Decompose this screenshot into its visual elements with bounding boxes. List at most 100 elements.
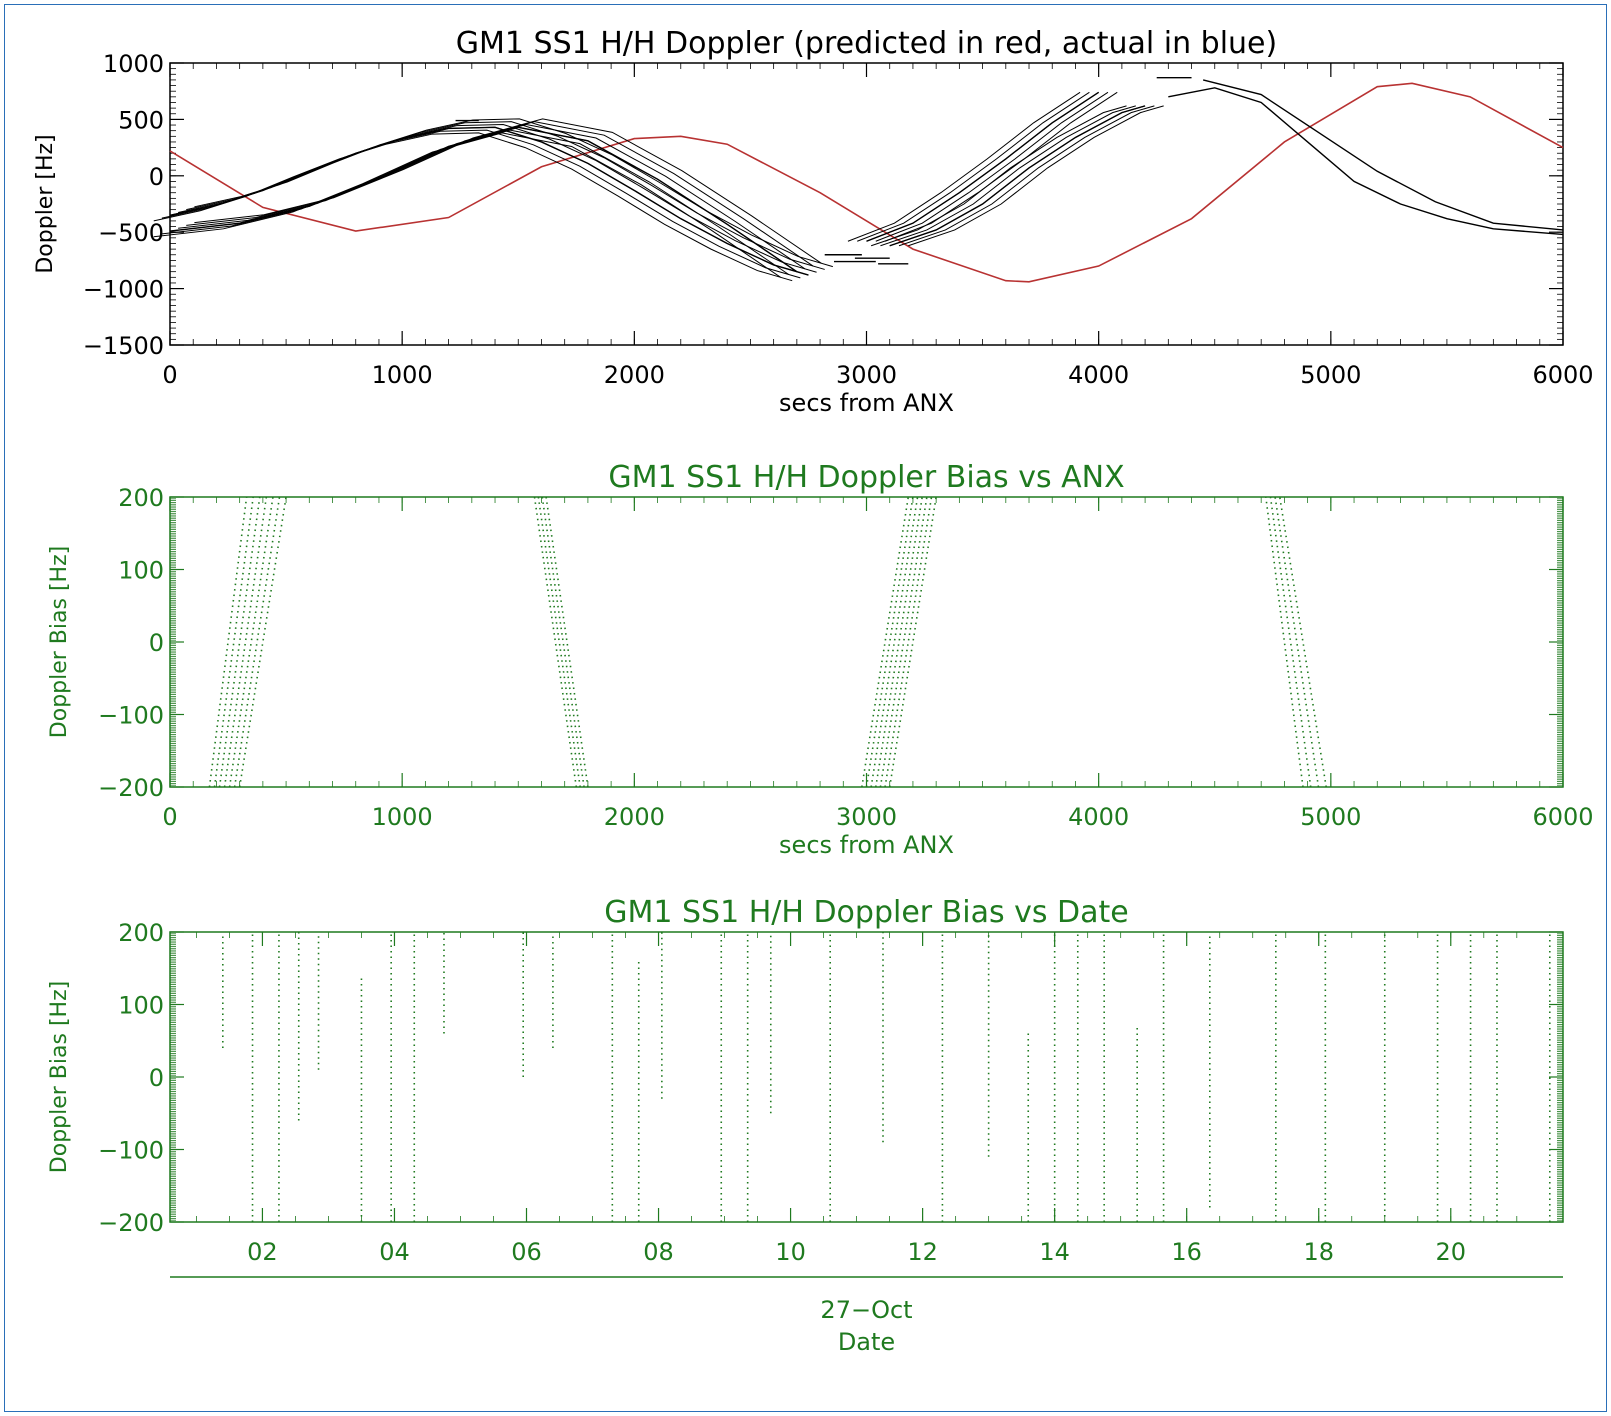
actual-series-line [186,121,814,267]
bias-point-track [541,496,585,788]
actual-series-line [169,126,809,276]
plot-area-2 [169,496,1564,788]
x-tick-label: 5000 [1300,803,1361,831]
y-tick-label: 0 [149,629,164,657]
actual-series-line [866,91,1099,242]
figure-frame [4,4,1607,1412]
y-tick-label: −200 [98,1209,164,1237]
x-axis-label: secs from ANX [779,389,954,417]
actual-series-line [1168,87,1564,236]
actual-series-line [178,123,817,273]
actual-series-line [169,126,798,273]
y-tick-label: −100 [98,702,164,730]
x-tick-label: 16 [1171,1238,1202,1266]
actual-series-line [889,105,1146,247]
x-tick-label: 10 [775,1238,806,1266]
x-axis-label: Date [838,1328,895,1356]
x-tick-label: 0 [162,803,177,831]
x-tick-label: 2000 [604,361,665,389]
bias-point-track [1278,496,1327,788]
y-tick-label: 200 [118,484,164,512]
y-tick-label: 1000 [103,50,164,78]
x-tick-label: 0 [162,361,177,389]
x-tick-label: 3000 [836,361,897,389]
bias-point-track [879,496,928,788]
x-tick-label: 14 [1039,1238,1070,1266]
y-tick-label: −200 [98,774,164,802]
y-tick-label: 100 [118,992,164,1020]
x-tick-label: 6000 [1532,803,1593,831]
actual-series-line [153,132,793,282]
predicted-series-line [169,82,1564,283]
y-tick-label: 0 [149,1064,164,1092]
y-tick-label: 500 [118,106,164,134]
y-tick-label: −1500 [83,332,164,360]
bias-point-track [865,496,914,788]
actual-series-line [898,105,1155,247]
date-axis-label: 27−Oct [820,1296,912,1324]
y-tick-label: 200 [118,919,164,947]
actual-series-line [908,105,1164,247]
y-axis-label: Doppler Bias [Hz] [47,981,72,1173]
chart-panel-3 [169,931,1564,1278]
bias-point-track [208,496,248,788]
y-axis-label: Doppler [Hz] [33,134,58,273]
x-tick-label: 1000 [372,803,433,831]
x-tick-label: 5000 [1300,361,1361,389]
actual-series-line [880,105,1136,247]
actual-series-line [153,132,781,278]
x-tick-label: 04 [379,1238,410,1266]
plot-area-3 [169,931,1564,1223]
y-tick-label: 100 [118,557,164,585]
bias-point-track [884,496,933,788]
actual-series-line [857,91,1090,242]
actual-series-line [186,121,825,270]
y-tick-label: 0 [149,163,164,191]
x-tick-label: 4000 [1068,803,1129,831]
y-axis-label: Doppler Bias [Hz] [47,546,72,738]
chart-panel-2 [169,496,1564,788]
actual-series-line [870,105,1127,247]
bias-point-track [1265,496,1304,788]
x-tick-label: 4000 [1068,361,1129,389]
y-tick-label: −100 [98,1137,164,1165]
bias-point-track [533,496,578,788]
chart-title: GM1 SS1 H/H Doppler Bias vs ANX [608,460,1124,495]
x-tick-label: 18 [1303,1238,1334,1266]
bias-point-track [888,496,937,788]
bias-point-track [223,496,268,788]
x-tick-label: 08 [643,1238,674,1266]
bias-point-track [874,496,924,788]
chart-title: GM1 SS1 H/H Doppler Bias vs Date [604,895,1129,930]
actual-series-line [194,118,822,264]
actual-series-line [1202,79,1564,231]
x-tick-label: 06 [511,1238,542,1266]
x-tick-label: 2000 [604,803,665,831]
x-tick-label: 02 [247,1238,278,1266]
actual-series-line [178,123,806,270]
bias-point-track [861,496,910,788]
bias-point-track [1269,496,1312,788]
x-tick-label: 1000 [372,361,433,389]
actual-series-line [847,91,1081,242]
x-tick-label: 3000 [836,803,897,831]
bias-point-track [545,496,589,788]
actual-series-line [875,91,1109,242]
bias-point-track [218,496,261,788]
actual-series-line [169,126,809,276]
plot-area-1 [169,62,1564,346]
bias-point-track [1274,496,1320,788]
y-tick-label: −1000 [83,276,164,304]
bias-point-track [228,496,274,788]
actual-series-line [194,118,833,268]
x-tick-label: 20 [1435,1238,1466,1266]
x-axis-label: secs from ANX [779,831,954,859]
actual-series-line [161,129,790,275]
x-tick-label: 6000 [1532,361,1593,389]
y-tick-label: −500 [98,219,164,247]
x-tick-label: 12 [907,1238,938,1266]
chart-title: GM1 SS1 H/H Doppler (predicted in red, a… [456,26,1277,61]
chart-panel-1 [153,62,1564,346]
actual-series-line [169,126,798,273]
